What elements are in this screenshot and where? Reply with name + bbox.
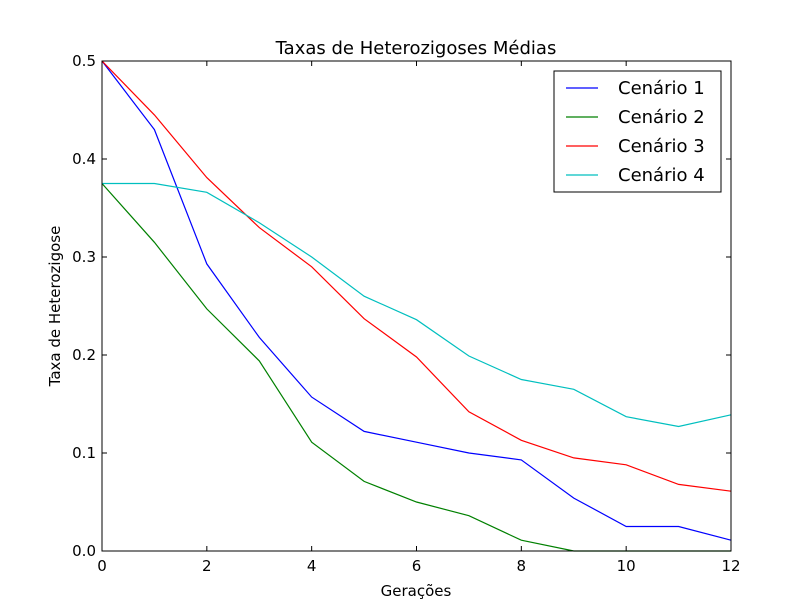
y-tick-label: 0.4 [72, 150, 96, 168]
x-tick-label: 10 [617, 557, 636, 575]
legend-label-1: Cenário 1 [618, 78, 705, 99]
x-tick-label: 6 [412, 557, 422, 575]
series-layer [101, 60, 732, 552]
axis-ticks: 0 2 4 6 8 10 12 0.0 0.1 0.2 0.3 0.4 0.5 [72, 52, 740, 575]
x-tick-label: 8 [517, 557, 527, 575]
x-axis-title: Gerações [381, 582, 452, 600]
series-line-3 [101, 60, 732, 492]
legend-label-3: Cenário 3 [618, 136, 705, 157]
x-tick-label: 0 [97, 557, 107, 575]
legend-box [553, 70, 722, 193]
legend-label-4: Cenário 4 [618, 165, 705, 186]
chart-title: Taxas de Heterozigoses Médias [275, 38, 557, 59]
x-tick-label: 4 [307, 557, 317, 575]
series-line-1 [101, 60, 732, 541]
y-tick-label: 0.5 [72, 52, 96, 70]
legend: Cenário 1 Cenário 2 Cenário 3 Cenário 4 [553, 70, 722, 193]
y-tick-label: 0.3 [72, 248, 96, 266]
y-tick-label: 0.2 [72, 346, 96, 364]
series-line-4 [102, 182, 732, 428]
y-tick-label: 0.1 [72, 444, 96, 462]
x-tick-label: 2 [202, 557, 212, 575]
y-tick-label: 0.0 [72, 542, 96, 560]
legend-label-2: Cenário 2 [618, 107, 705, 128]
y-axis-title: Taxa de Heterozigose [46, 226, 64, 388]
x-tick-label: 12 [721, 557, 740, 575]
